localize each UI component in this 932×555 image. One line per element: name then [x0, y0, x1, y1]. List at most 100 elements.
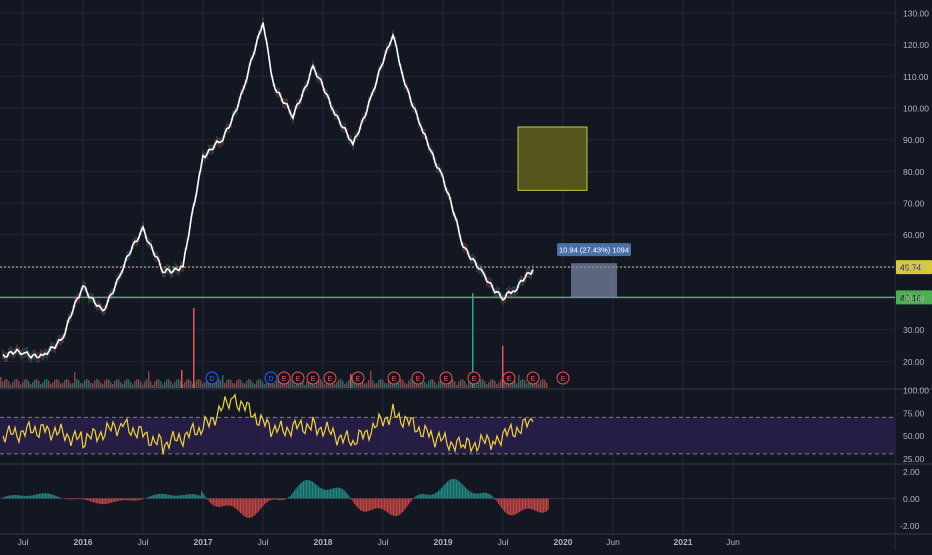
volume-bar — [436, 385, 438, 388]
volume-spike — [502, 346, 504, 388]
oscillator-bar — [512, 499, 513, 516]
oscillator-bar — [443, 486, 444, 498]
oscillator-bar — [96, 499, 97, 504]
oscillator-bar — [228, 499, 229, 506]
oscillator-bar — [356, 499, 357, 506]
volume-bar — [232, 383, 234, 388]
volume-bar — [482, 379, 484, 388]
oscillator-bar — [536, 499, 537, 512]
oscillator-bar — [471, 492, 472, 498]
oscillator-bar — [473, 493, 474, 498]
volume-bar — [50, 384, 52, 388]
oscillator-bar — [60, 498, 61, 499]
measure-range-box[interactable] — [571, 263, 617, 297]
oscillator-bar — [323, 489, 324, 498]
oscillator-bar — [350, 498, 351, 499]
oscillator-bar — [134, 499, 135, 501]
oscillator-bar — [260, 499, 261, 510]
oscillator-bar — [360, 499, 361, 511]
volume-bar — [174, 382, 176, 388]
event-marker-label: E — [507, 376, 512, 383]
oscillator-bar — [392, 499, 393, 516]
volume-bar — [160, 381, 162, 388]
oscillator-bar — [129, 499, 130, 501]
oscillator-bar — [515, 499, 516, 515]
oscillator-bar — [450, 480, 451, 499]
volume-bar — [70, 383, 72, 388]
oscillator-bar — [239, 499, 240, 512]
oscillator-bar — [162, 494, 163, 499]
oscillator-bar — [503, 499, 504, 510]
volume-bar — [26, 379, 28, 388]
time-tick-label: 2019 — [434, 537, 453, 547]
volume-bar — [476, 384, 478, 388]
volume-bar — [72, 383, 74, 388]
volume-bar — [396, 384, 398, 388]
volume-bar — [142, 385, 144, 388]
oscillator-bar — [8, 496, 9, 499]
oscillator-bar — [353, 499, 354, 502]
oscillator-bar — [486, 493, 487, 499]
rsi-tick-label: 50.00 — [903, 431, 925, 441]
volume-bar — [196, 380, 198, 388]
rsi-tick-label: 75.00 — [903, 408, 925, 418]
oscillator-bar — [138, 499, 139, 501]
oscillator-bar — [524, 499, 525, 510]
volume-bar — [204, 383, 206, 388]
oscillator-bar — [176, 496, 177, 499]
oscillator-bar — [203, 493, 204, 498]
volume-bar — [400, 379, 402, 388]
oscillator-bar — [9, 495, 10, 498]
volume-bar — [500, 380, 502, 388]
volume-bar — [76, 379, 78, 388]
oscillator-bar — [165, 494, 166, 498]
oscillator-bar — [291, 494, 292, 498]
volume-bar — [122, 384, 124, 388]
oscillator-bar — [519, 499, 520, 512]
oscillator-bar — [458, 480, 459, 498]
volume-bar — [150, 381, 152, 388]
oscillator-bar — [501, 499, 502, 508]
oscillator-bar — [449, 480, 450, 498]
volume-spike — [350, 374, 352, 388]
volume-bar — [20, 385, 22, 388]
oscillator-bar — [189, 494, 190, 498]
oscillator-bar — [123, 499, 124, 501]
volume-bar — [94, 380, 96, 388]
oscillator-bar — [227, 499, 228, 506]
oscillator-bar — [459, 482, 460, 499]
volume-bar — [294, 385, 296, 388]
oscillator-bar — [426, 495, 427, 499]
oscillator-bar — [108, 499, 109, 504]
target-zone-rectangle[interactable] — [518, 127, 587, 190]
price-tick-label: 20.00 — [903, 357, 925, 367]
oscillator-bar — [464, 486, 465, 498]
oscillator-bar — [264, 499, 265, 505]
oscillator-bar — [533, 499, 534, 510]
time-tick-label: Jul — [258, 537, 269, 547]
volume-bar — [168, 379, 170, 388]
oscillator-bar — [548, 499, 549, 510]
oscillator-bar — [284, 499, 285, 500]
oscillator-bar — [191, 494, 192, 498]
oscillator-bar — [518, 499, 519, 513]
volume-bar — [100, 383, 102, 388]
volume-bar — [0, 377, 2, 388]
oscillator-bar — [404, 499, 405, 511]
volume-bar — [368, 380, 370, 388]
oscillator-bar — [483, 493, 484, 499]
oscillator-bar — [12, 495, 13, 498]
oscillator-bar — [387, 499, 388, 513]
oscillator-bar — [233, 499, 234, 507]
oscillator-bar — [128, 499, 129, 501]
oscillator-bar — [522, 499, 523, 511]
volume-bar — [506, 384, 508, 388]
volume-bar — [338, 380, 340, 388]
volume-bar — [374, 383, 376, 388]
volume-bar — [42, 382, 44, 388]
price-tick-label: 70.00 — [903, 199, 925, 209]
oscillator-bar — [272, 499, 273, 500]
event-marker-label: E — [311, 376, 316, 383]
